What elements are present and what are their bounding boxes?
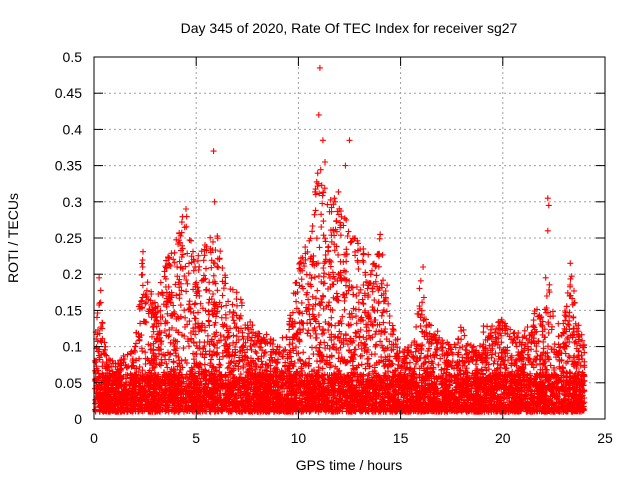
y-tick-label: 0 <box>74 411 82 427</box>
y-tick-label: 0.25 <box>55 230 82 246</box>
y-tick-label: 0.15 <box>55 302 82 318</box>
data-points <box>92 64 588 415</box>
y-axis-label: ROTI / TECUs <box>5 193 21 283</box>
x-tick-label: 5 <box>192 430 200 446</box>
y-tick-label: 0.35 <box>55 158 82 174</box>
y-tick-label: 0.1 <box>63 339 83 355</box>
x-tick-label: 25 <box>597 430 613 446</box>
x-tick-label: 0 <box>90 430 98 446</box>
y-tick-label: 0.3 <box>63 194 83 210</box>
y-tick-label: 0.5 <box>63 49 83 65</box>
y-tick-label: 0.05 <box>55 375 82 391</box>
roti-series-points <box>92 64 588 415</box>
x-axis-label: GPS time / hours <box>296 457 403 473</box>
x-tick-label: 10 <box>291 430 307 446</box>
chart-title: Day 345 of 2020, Rate Of TEC Index for r… <box>181 20 518 36</box>
tick-labels: 0 5 10 15 20 25 0 0.05 0.1 0.15 0.2 0.25 0.3 0.35 0.4 0… <box>55 49 613 446</box>
y-tick-label: 0.45 <box>55 85 82 101</box>
y-tick-label: 0.2 <box>63 266 83 282</box>
y-tick-label: 0.4 <box>63 121 83 137</box>
axis-ticks <box>93 56 606 420</box>
x-tick-label: 20 <box>495 430 511 446</box>
x-tick-label: 15 <box>393 430 409 446</box>
